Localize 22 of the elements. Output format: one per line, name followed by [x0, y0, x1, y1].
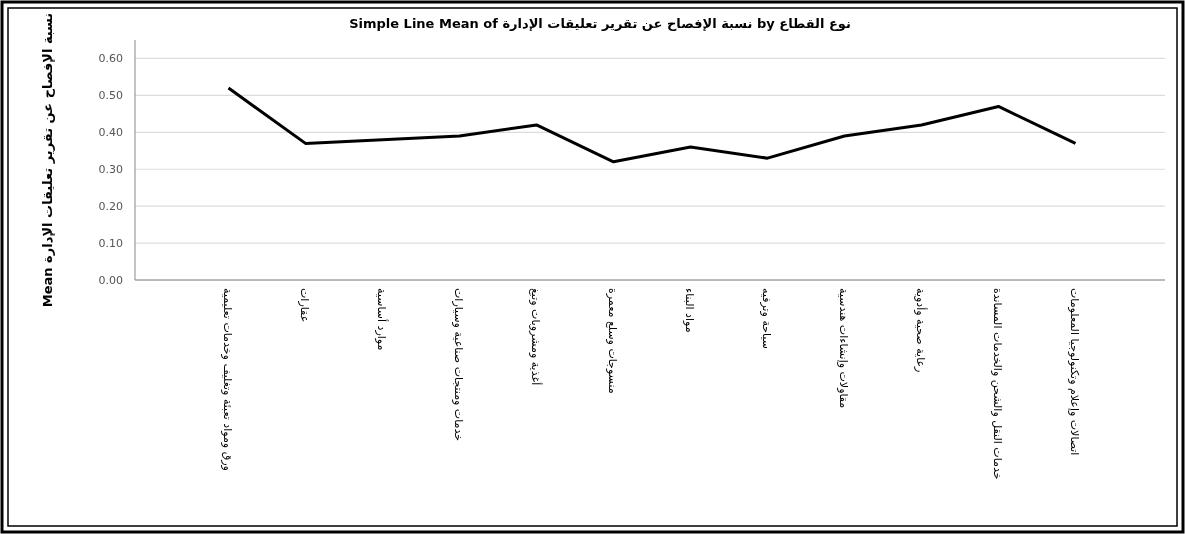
x-tick-label: أغذية ومشروبات وتبغ — [528, 288, 543, 386]
x-tick-label: اتصالات وإعلام وتكنولوجيا المعلومات — [1067, 288, 1081, 456]
x-tick-label: عقارات — [297, 288, 311, 323]
y-tick-label: 0.00 — [98, 274, 123, 287]
y-tick-label: 0.30 — [98, 163, 123, 177]
line-series — [227, 86, 1077, 164]
x-tick-label: موارد أساسية — [374, 288, 389, 351]
y-tick-label: 0.50 — [98, 89, 123, 103]
x-tick-label: منسوجات وسلع معمرة — [605, 288, 619, 394]
x-tick-label: ورق ومواد تعبئة وتغليف وخدمات تعليمية — [220, 288, 234, 471]
chart-title: Simple Line Mean of نسبة الإفصاح عن تقرير تعليقات الإدارة by نوع القطاع — [349, 16, 851, 31]
y-tick-label: 0.40 — [98, 126, 123, 140]
y-tick-label: 0.60 — [98, 52, 123, 66]
x-tick-label: رعاية صحية وأدوية — [913, 288, 928, 373]
y-axis-title: Mean نسبة الإفصاح عن تقرير تعليقات الإدارة — [40, 12, 55, 308]
x-tick-label: خدمات ومنتجات صناعية وسيارات — [451, 288, 465, 442]
x-tick-label: سياحة وترفيه — [759, 288, 773, 349]
y-tick-label: 0.20 — [98, 200, 123, 214]
x-tick-label: مواد البناء — [682, 288, 696, 333]
y-tick-label: 0.10 — [98, 237, 123, 251]
x-tick-label: خدمات النقل والشحن والخدمات المساندة — [990, 288, 1004, 480]
x-tick-label: مقاولات وإنشاءات هندسية — [836, 288, 850, 409]
